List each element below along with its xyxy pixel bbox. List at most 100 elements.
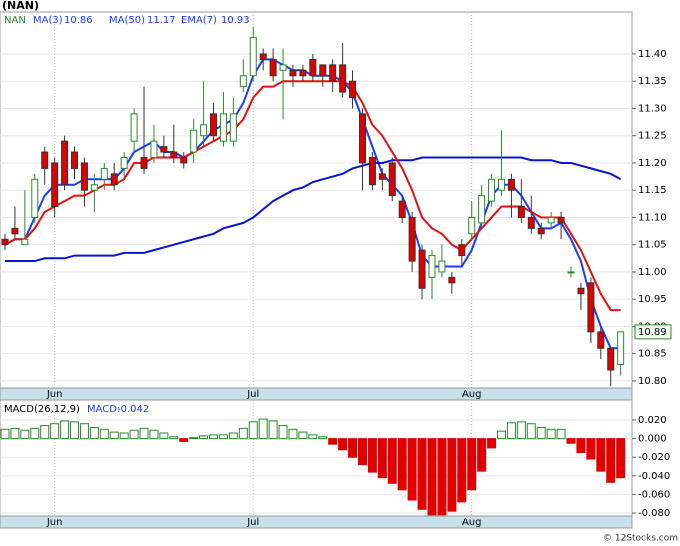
y-tick-label: 11.30	[638, 103, 667, 114]
price-tag-value: 10.89	[638, 327, 667, 338]
candle-body	[21, 238, 29, 246]
candle-body	[130, 113, 138, 142]
candle-body	[249, 37, 257, 77]
candle-body	[557, 216, 565, 224]
chart-title: (NAN)	[2, 0, 39, 12]
macd-bar	[278, 425, 288, 440]
candle-body	[368, 156, 376, 186]
candle-body	[458, 244, 466, 257]
candle-body	[617, 331, 625, 366]
candle-body	[527, 216, 535, 229]
candle-body	[478, 195, 486, 224]
y-tick-label: 0.000	[638, 434, 667, 445]
macd-bar	[526, 423, 536, 440]
candle-body	[537, 227, 545, 235]
candle-body	[577, 287, 585, 295]
macd-bar	[288, 428, 298, 440]
macd-bar	[298, 431, 308, 440]
macd-bar	[497, 430, 506, 440]
legend-ticker: NAN	[4, 15, 26, 26]
macd-bar	[487, 438, 497, 449]
y-tick-label: 11.10	[638, 212, 667, 223]
macd-bar	[516, 421, 526, 440]
legend-label: MA(50)	[109, 15, 145, 26]
macd-bar	[367, 438, 377, 473]
macd-bar	[546, 428, 556, 440]
x-tick-label: Jul	[246, 517, 259, 528]
date-strip	[0, 515, 633, 529]
candle-body	[41, 151, 49, 169]
macd-bar	[79, 423, 89, 440]
candle-body	[607, 347, 615, 371]
candle-body	[428, 255, 436, 278]
macd-bar	[119, 432, 129, 440]
y-tick-label: 11.35	[638, 76, 667, 87]
candle-body	[11, 227, 19, 235]
x-tick-label: Jul	[246, 389, 259, 400]
candle-body	[51, 162, 59, 208]
macd-bar	[99, 428, 109, 440]
macd-bar	[218, 434, 228, 440]
macd-bar	[228, 432, 238, 440]
date-strip	[0, 387, 633, 401]
legend-label: MACD:	[87, 404, 120, 415]
candle-body	[120, 156, 128, 169]
macd-bar	[576, 438, 586, 454]
y-tick-label: -0.060	[638, 489, 670, 500]
candle-body	[408, 216, 416, 262]
x-tick-label: Aug	[462, 389, 482, 400]
macd-bar	[328, 438, 338, 445]
macd-bar	[50, 423, 60, 440]
candle-body	[229, 113, 237, 142]
macd-panel	[0, 399, 633, 517]
candle-body	[210, 113, 218, 137]
macd-bar	[506, 422, 516, 440]
candle-body	[319, 64, 327, 77]
macd-bar	[447, 438, 457, 512]
macd-bar	[586, 438, 596, 460]
x-tick-label: Jun	[46, 389, 63, 400]
y-tick-label: -0.020	[638, 452, 670, 463]
macd-bar	[417, 438, 427, 510]
legend-label: MA(3)	[33, 15, 63, 26]
candle-body	[299, 69, 307, 77]
macd-bar	[89, 426, 99, 440]
macd-bar	[387, 438, 397, 484]
candle-body	[110, 173, 118, 186]
candle-body	[349, 80, 357, 99]
macd-bar	[169, 436, 179, 440]
macd-bar	[397, 438, 407, 491]
y-tick-label: 11.25	[638, 131, 667, 142]
macd-bar	[199, 435, 209, 440]
macd-title: MACD(26,12,9)	[4, 404, 80, 415]
macd-bar	[357, 438, 367, 466]
macd-bar	[209, 434, 219, 440]
candle-body	[31, 178, 39, 218]
y-tick-label: 0.020	[638, 415, 667, 426]
candle-body	[597, 331, 605, 349]
macd-bar	[60, 420, 70, 440]
candle-body	[488, 178, 496, 202]
candle-body	[468, 216, 476, 235]
legend-value: -0.042	[117, 404, 149, 415]
candle-body	[547, 216, 555, 224]
macd-bar	[318, 436, 328, 440]
macd-bar	[477, 438, 487, 472]
macd-bar	[70, 421, 80, 440]
y-tick-label: 11.00	[638, 267, 667, 278]
y-tick-label: 11.05	[638, 240, 667, 251]
macd-bar	[427, 438, 437, 516]
candle-body	[418, 249, 426, 289]
x-tick-label: Aug	[462, 517, 482, 528]
macd-bar	[139, 427, 149, 440]
candle-body	[71, 151, 79, 169]
macd-bar	[437, 438, 447, 516]
macd-bar	[30, 427, 40, 440]
candle-body	[329, 64, 337, 82]
macd-bar	[616, 438, 626, 479]
macd-bar	[189, 437, 199, 440]
candle-body	[239, 75, 247, 88]
macd-bar	[606, 438, 616, 483]
candle-body	[339, 64, 347, 93]
